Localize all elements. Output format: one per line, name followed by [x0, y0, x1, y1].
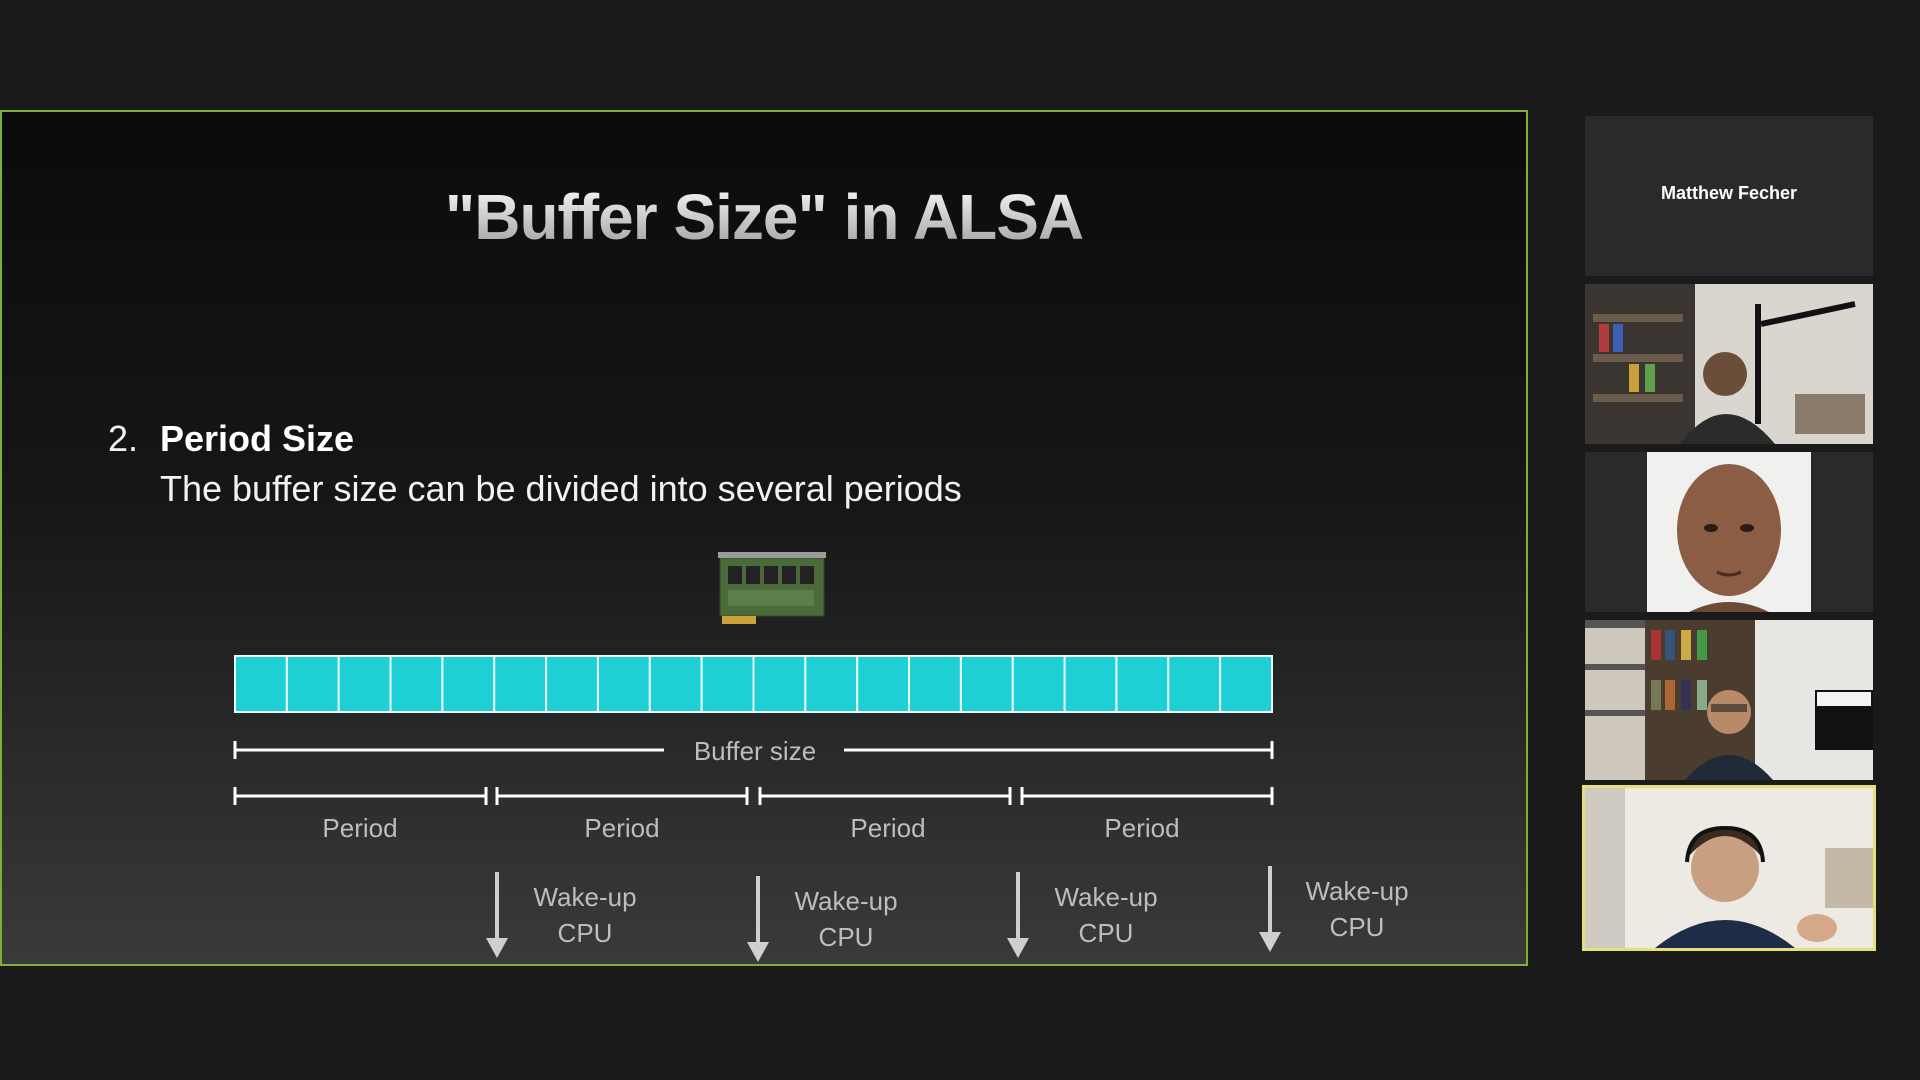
buffer-cell: [1063, 655, 1118, 713]
slide-title: "Buffer Size" in ALSA: [2, 180, 1526, 254]
list-item-description: The buffer size can be divided into seve…: [160, 468, 962, 509]
buffer-cell: [234, 655, 288, 713]
participant-video-icon: [1585, 788, 1873, 948]
wakeup-label: CPU: [1079, 918, 1134, 948]
buffer-cell: [1219, 655, 1274, 713]
wakeup-label: Wake-up: [1054, 882, 1157, 912]
buffer-cell: [648, 655, 703, 713]
period-label: Period: [322, 813, 397, 843]
wakeup-label: CPU: [558, 918, 613, 948]
period-label: Period: [850, 813, 925, 843]
participant-video-tile[interactable]: [1585, 284, 1873, 444]
participant-tile-name-only[interactable]: Matthew Fecher: [1585, 116, 1873, 276]
wakeup-label: CPU: [1330, 912, 1385, 942]
period-label: Period: [1104, 813, 1179, 843]
participant-video-tile-active-speaker[interactable]: [1582, 785, 1876, 951]
buffer-cell: [856, 655, 911, 713]
wakeup-arrows: [486, 866, 1281, 962]
buffer-cell: [1115, 655, 1170, 713]
participant-name: Matthew Fecher: [1660, 183, 1798, 203]
wakeup-label: Wake-up: [1305, 876, 1408, 906]
participant-video-tile[interactable]: [1585, 620, 1873, 780]
period-label: Period: [584, 813, 659, 843]
participant-video-icon: [1585, 284, 1873, 444]
buffer-cell: [545, 655, 599, 713]
period-brackets: [233, 787, 1274, 805]
buffer-cell: [1167, 655, 1222, 713]
buffer-size-bracket: [233, 741, 1274, 759]
buffer-cell: [804, 655, 859, 713]
participant-video-tile[interactable]: [1585, 452, 1873, 612]
buffer-cell: [959, 655, 1014, 713]
buffer-cell: [285, 655, 340, 713]
buffer-size-label: Buffer size: [694, 736, 816, 766]
buffer-cell: [1011, 655, 1066, 713]
buffer-cell: [337, 655, 392, 713]
list-item-number: 2.: [108, 418, 139, 459]
buffer-cell: [596, 655, 651, 713]
buffer-cell: [908, 655, 962, 713]
buffer-bar: [234, 655, 1274, 713]
buffer-cell: [752, 655, 807, 713]
list-item-heading: Period Size: [160, 418, 355, 459]
participant-video-icon: [1585, 452, 1873, 612]
shared-slide: "Buffer Size" in ALSA 2. Period Size The…: [0, 110, 1528, 966]
sound-card-icon: [718, 552, 826, 624]
wakeup-label: CPU: [819, 922, 874, 952]
buffer-diagram: Buffer size Period Period Period Period …: [233, 655, 1409, 962]
buffer-cell: [441, 655, 496, 713]
wakeup-label: Wake-up: [794, 886, 897, 916]
buffer-cell: [700, 655, 755, 713]
buffer-cell: [389, 655, 444, 713]
participant-video-icon: [1585, 620, 1873, 780]
wakeup-label: Wake-up: [533, 882, 636, 912]
buffer-cell: [493, 655, 548, 713]
